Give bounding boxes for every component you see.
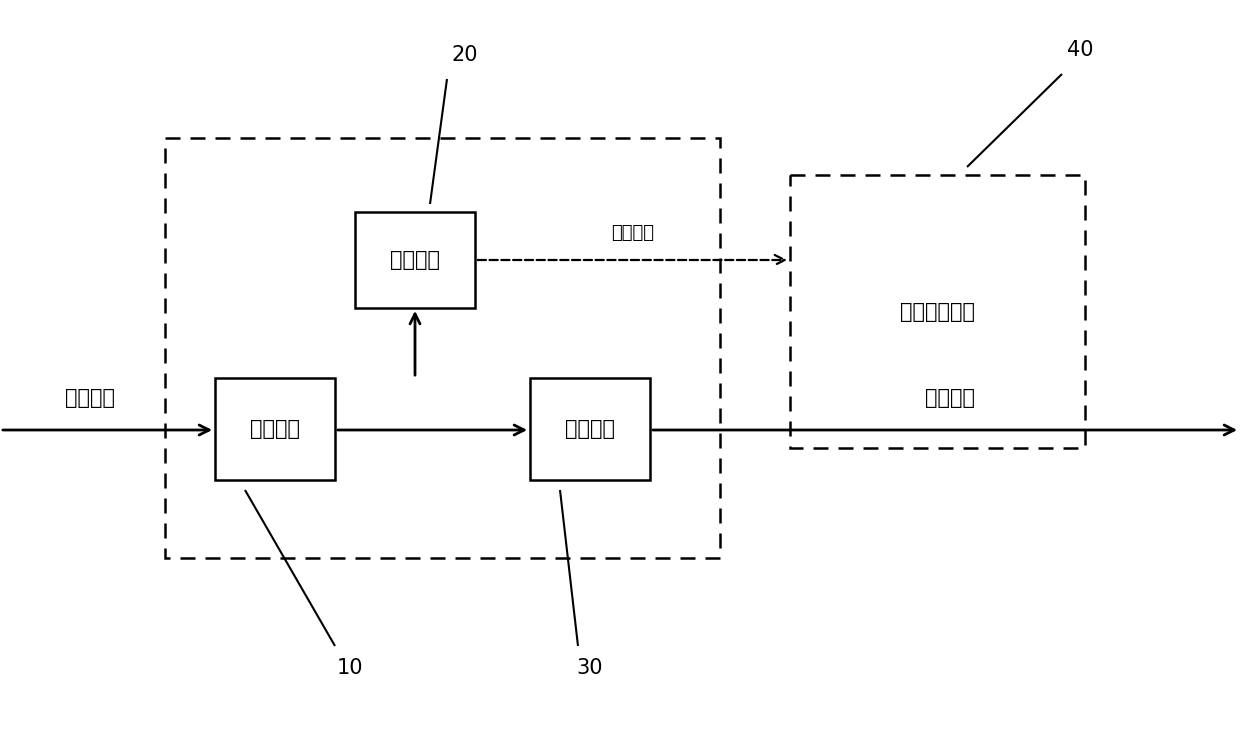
- Text: 程序执行: 程序执行: [64, 388, 115, 408]
- Text: 10: 10: [337, 658, 363, 678]
- Text: 执行模块: 执行模块: [250, 419, 300, 439]
- Bar: [355, 212, 475, 308]
- Text: 30: 30: [577, 658, 603, 678]
- Bar: [790, 175, 1085, 448]
- Text: 恢复模块: 恢复模块: [565, 419, 615, 439]
- Bar: [215, 378, 335, 480]
- Text: 外部存储系统: 外部存储系统: [900, 302, 975, 322]
- Text: 执行写入: 执行写入: [611, 224, 653, 242]
- Bar: [529, 378, 650, 480]
- Text: 20: 20: [451, 45, 479, 65]
- Text: 40: 40: [1066, 40, 1094, 60]
- Text: 写入模块: 写入模块: [391, 250, 440, 270]
- Text: 程序执行: 程序执行: [925, 388, 975, 408]
- Bar: [165, 138, 720, 558]
